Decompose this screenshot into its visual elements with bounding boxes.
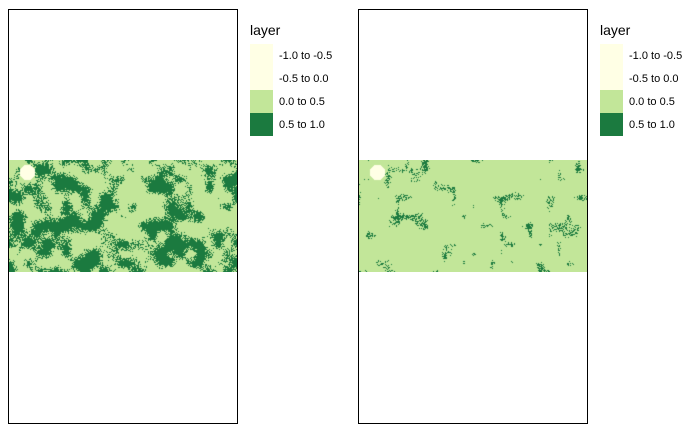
legend-label: -1.0 to -0.5	[279, 49, 333, 62]
legend-label: -1.0 to -0.5	[629, 49, 683, 62]
legend-label: 0.5 to 1.0	[279, 118, 325, 131]
legend-swatch	[600, 113, 623, 136]
legend-title: layer	[250, 22, 281, 38]
legend-item: 0.5 to 1.0	[600, 113, 682, 136]
legend-label: -0.5 to 0.0	[279, 72, 329, 85]
legend-label: 0.5 to 1.0	[629, 118, 675, 131]
map-frame	[358, 9, 588, 424]
map-frame	[8, 9, 238, 424]
legend-title: layer	[600, 22, 631, 38]
legend-swatch	[250, 90, 273, 113]
legend-item: -1.0 to -0.5	[600, 44, 682, 67]
legend-swatch	[250, 113, 273, 136]
legend-label: 0.0 to 0.5	[279, 95, 325, 108]
legend-swatch	[250, 67, 273, 90]
legend-item: 0.0 to 0.5	[600, 90, 682, 113]
legend-label: -0.5 to 0.0	[629, 72, 679, 85]
map-panel-left: layer -1.0 to -0.5 -0.5 to 0.0 0.0 to 0.…	[8, 9, 332, 424]
legend-swatch	[600, 44, 623, 67]
raster-layer	[359, 160, 587, 272]
legend-item: 0.5 to 1.0	[250, 113, 332, 136]
legend-label: 0.0 to 0.5	[629, 95, 675, 108]
legend-item: -0.5 to 0.0	[250, 67, 332, 90]
legend-swatch	[600, 67, 623, 90]
legend-item: 0.0 to 0.5	[250, 90, 332, 113]
legend-item: -0.5 to 0.0	[600, 67, 682, 90]
legend-swatch	[250, 44, 273, 67]
raster-layer	[9, 160, 237, 272]
legend-swatch	[600, 90, 623, 113]
legend-item: -1.0 to -0.5	[250, 44, 332, 67]
map-panel-right: layer -1.0 to -0.5 -0.5 to 0.0 0.0 to 0.…	[350, 0, 700, 445]
legend: layer -1.0 to -0.5 -0.5 to 0.0 0.0 to 0.…	[250, 22, 332, 136]
legend: layer -1.0 to -0.5 -0.5 to 0.0 0.0 to 0.…	[600, 22, 682, 136]
